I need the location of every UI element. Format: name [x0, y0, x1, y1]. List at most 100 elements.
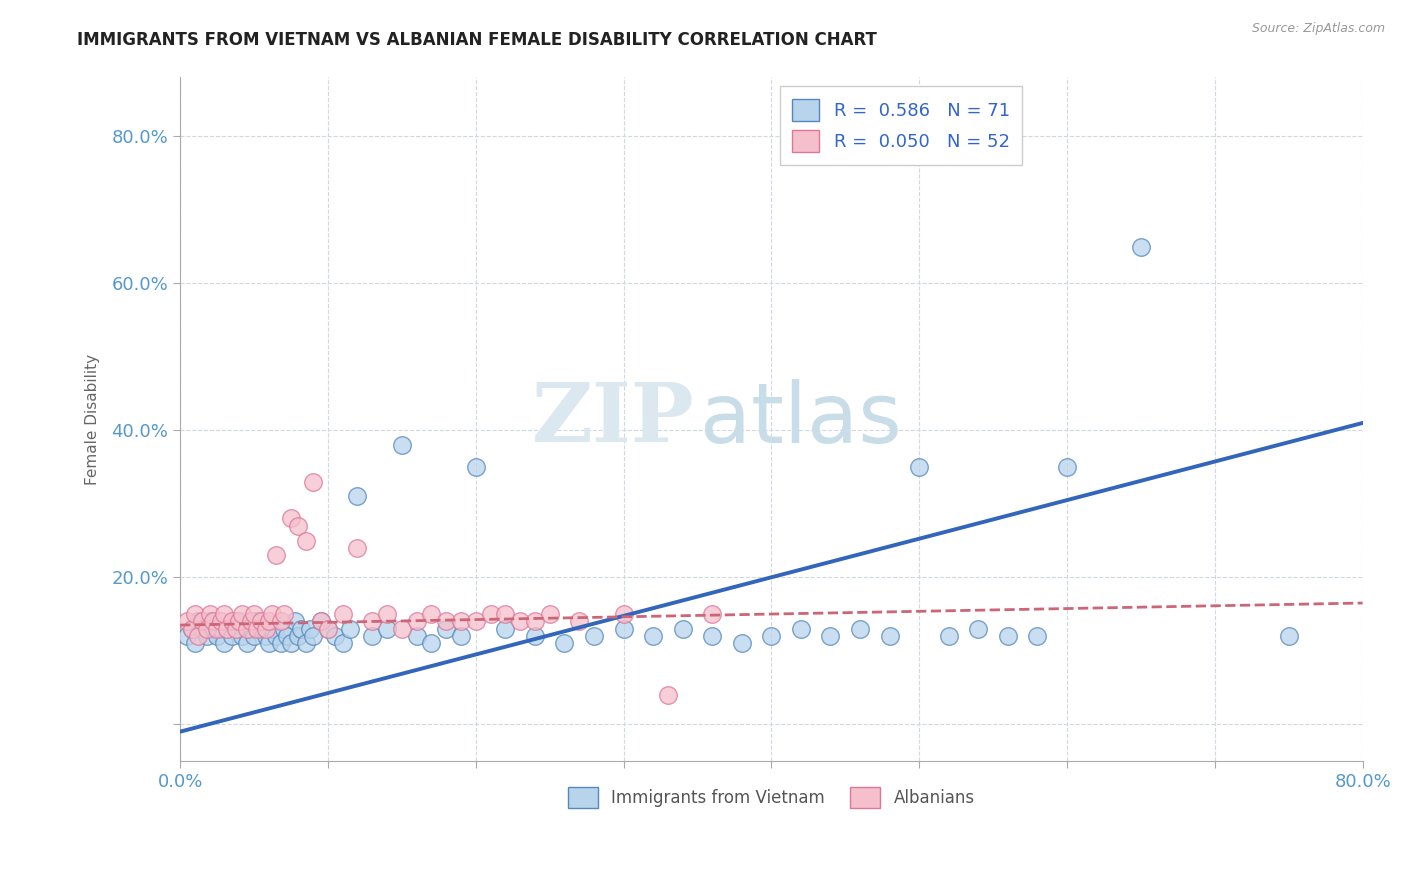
Point [672, 622, 695, 636]
Point [195, 622, 218, 636]
Point [538, 607, 561, 621]
Point [290, 622, 312, 636]
Point [494, 622, 516, 636]
Point [287, 629, 309, 643]
Point [228, 615, 250, 629]
Point [205, 629, 228, 643]
Point [280, 636, 302, 650]
Point [332, 636, 354, 650]
Point [405, 615, 427, 629]
Legend: Immigrants from Vietnam, Albanians: Immigrants from Vietnam, Albanians [561, 780, 981, 814]
Point [420, 607, 443, 621]
Point [264, 629, 287, 643]
Point [323, 629, 346, 643]
Point [176, 615, 198, 629]
Point [464, 615, 486, 629]
Point [612, 607, 634, 621]
Point [225, 622, 247, 636]
Text: Source: ZipAtlas.com: Source: ZipAtlas.com [1251, 22, 1385, 36]
Point [287, 519, 309, 533]
Point [211, 615, 233, 629]
Point [523, 629, 546, 643]
Point [494, 607, 516, 621]
Point [214, 607, 236, 621]
Point [523, 615, 546, 629]
Point [198, 615, 221, 629]
Text: atlas: atlas [700, 379, 903, 459]
Point [273, 622, 295, 636]
Point [191, 622, 214, 636]
Point [1026, 629, 1049, 643]
Point [284, 615, 307, 629]
Point [254, 629, 277, 643]
Point [479, 607, 502, 621]
Point [309, 615, 332, 629]
Point [201, 615, 224, 629]
Point [191, 615, 214, 629]
Point [240, 622, 263, 636]
Point [257, 615, 280, 629]
Point [391, 622, 413, 636]
Point [702, 629, 724, 643]
Point [180, 622, 202, 636]
Point [195, 629, 218, 643]
Point [332, 607, 354, 621]
Point [217, 622, 239, 636]
Point [243, 607, 266, 621]
Point [176, 629, 198, 643]
Point [254, 622, 277, 636]
Point [240, 615, 263, 629]
Point [184, 636, 207, 650]
Point [434, 622, 457, 636]
Point [391, 438, 413, 452]
Point [450, 629, 472, 643]
Point [1056, 460, 1078, 475]
Point [250, 622, 273, 636]
Point [235, 636, 257, 650]
Point [702, 607, 724, 621]
Point [361, 629, 384, 643]
Point [187, 615, 209, 629]
Point [264, 548, 287, 562]
Point [299, 622, 322, 636]
Point [582, 629, 605, 643]
Point [908, 460, 931, 475]
Point [250, 615, 273, 629]
Point [180, 622, 202, 636]
Point [294, 636, 316, 650]
Point [761, 629, 783, 643]
Point [257, 636, 280, 650]
Point [221, 615, 243, 629]
Point [938, 629, 960, 643]
Point [731, 636, 754, 650]
Point [375, 622, 398, 636]
Point [205, 622, 228, 636]
Point [879, 629, 901, 643]
Point [1278, 629, 1301, 643]
Point [231, 629, 253, 643]
Point [790, 622, 813, 636]
Point [273, 607, 295, 621]
Point [509, 615, 531, 629]
Point [434, 615, 457, 629]
Point [967, 622, 990, 636]
Point [464, 460, 486, 475]
Text: IMMIGRANTS FROM VIETNAM VS ALBANIAN FEMALE DISABILITY CORRELATION CHART: IMMIGRANTS FROM VIETNAM VS ALBANIAN FEMA… [77, 31, 877, 49]
Point [997, 629, 1019, 643]
Point [568, 615, 591, 629]
Point [225, 615, 247, 629]
Point [198, 607, 221, 621]
Text: ZIP: ZIP [531, 379, 695, 459]
Point [280, 511, 302, 525]
Point [201, 622, 224, 636]
Point [187, 629, 209, 643]
Y-axis label: Female Disability: Female Disability [86, 354, 100, 485]
Point [316, 622, 339, 636]
Point [302, 629, 325, 643]
Point [243, 629, 266, 643]
Point [339, 622, 361, 636]
Point [302, 475, 325, 489]
Point [820, 629, 842, 643]
Point [405, 629, 427, 643]
Point [849, 622, 872, 636]
